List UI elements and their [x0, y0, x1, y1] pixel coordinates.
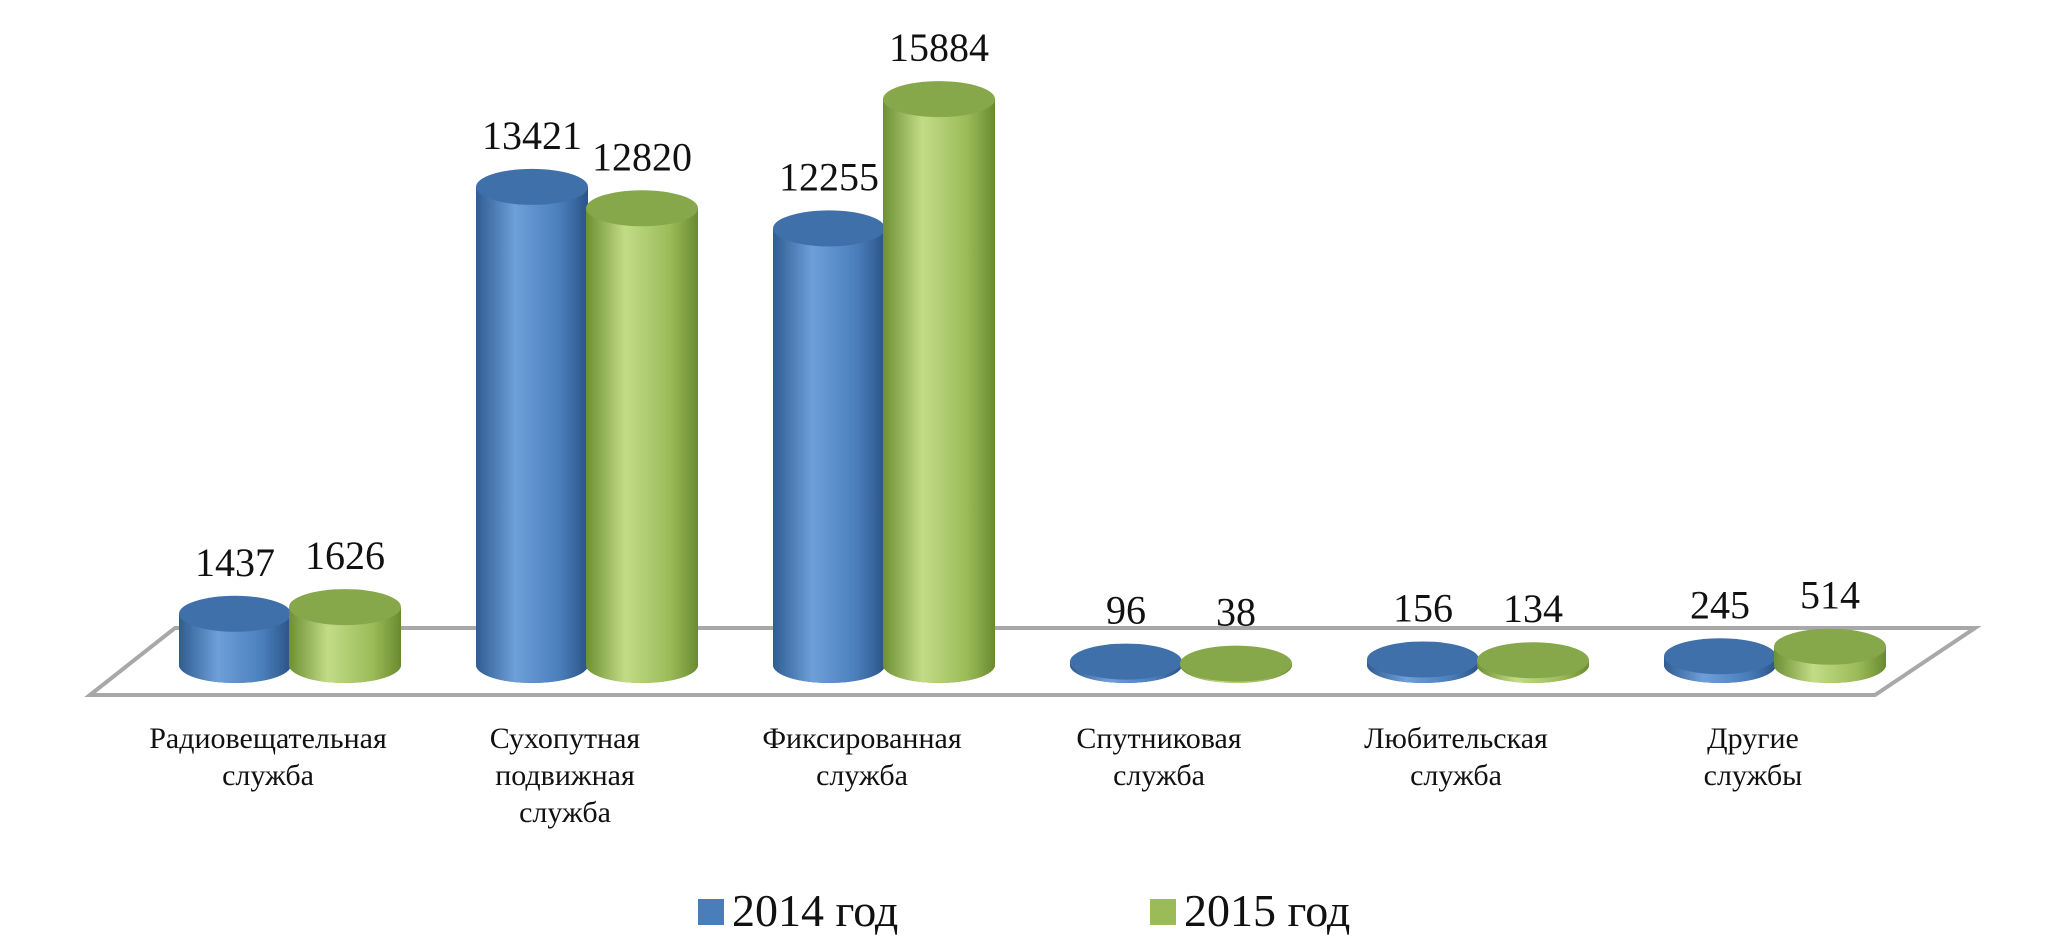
category-label: Любительская служба — [1364, 722, 1548, 792]
category-label: Спутниковая служба — [1076, 722, 1241, 792]
category-labels-layer: Радиовещательная служба Сухопутная подвижна… — [149, 722, 1802, 829]
bar-top — [1477, 642, 1589, 679]
bar-base-edge — [883, 664, 995, 683]
bar-top — [883, 81, 995, 118]
value-labels-layer: 1437 1626 13421 12820 12255 15884 96 38 156 134 24… — [195, 25, 1860, 635]
data-label: 96 — [1106, 588, 1146, 633]
bar — [1367, 641, 1479, 683]
bar — [1774, 628, 1886, 683]
bar-top — [1367, 641, 1479, 678]
legend-swatch — [698, 899, 724, 925]
bar-body — [773, 228, 885, 665]
bar — [586, 190, 698, 683]
data-label: 1437 — [195, 540, 275, 585]
legend-entry: 2015 год — [1150, 885, 1350, 936]
bar-top — [1180, 645, 1292, 682]
bar — [179, 595, 291, 683]
data-label: 12255 — [779, 154, 879, 199]
bar-base-edge — [476, 664, 588, 683]
bar-base-edge — [1774, 664, 1886, 683]
data-label: 245 — [1690, 582, 1750, 627]
bar-top — [476, 168, 588, 205]
data-label: 134 — [1503, 586, 1563, 631]
data-label: 156 — [1393, 585, 1453, 630]
bar — [476, 168, 588, 683]
bar-top — [586, 190, 698, 227]
bar-top — [1664, 638, 1776, 675]
data-label: 13421 — [482, 113, 582, 158]
bar-top — [1070, 643, 1182, 680]
data-label: 38 — [1216, 590, 1256, 635]
bar-top — [1774, 628, 1886, 665]
legend-entry: 2014 год — [698, 885, 898, 936]
category-label: Фиксированная служба — [762, 722, 961, 792]
bar-base-edge — [586, 664, 698, 683]
bar-body — [476, 186, 588, 665]
bar-base-edge — [179, 664, 291, 683]
data-label: 12820 — [592, 134, 692, 179]
data-label: 514 — [1800, 573, 1860, 618]
category-label: Сухопутная подвижная служба — [490, 722, 641, 829]
bar — [1070, 643, 1182, 683]
bar — [1477, 642, 1589, 683]
category-label: Другие службы — [1704, 722, 1803, 792]
legend-label: 2014 год — [732, 885, 898, 936]
bar-base-edge — [773, 664, 885, 683]
bar-body — [883, 99, 995, 665]
bar-top — [289, 589, 401, 626]
bar-top — [179, 595, 291, 632]
legend-label: 2015 год — [1184, 885, 1350, 936]
category-label: Радиовещательная служба — [149, 722, 387, 792]
bar — [883, 81, 995, 683]
bar — [773, 210, 885, 683]
bar — [289, 589, 401, 683]
bar-top — [773, 210, 885, 247]
bar-body — [586, 208, 698, 665]
bars-layer — [179, 81, 1886, 683]
legend: 2014 год 2015 год — [698, 885, 1350, 936]
data-label: 15884 — [889, 25, 989, 70]
data-label: 1626 — [305, 533, 385, 578]
bar-base-edge — [289, 664, 401, 683]
bar — [1664, 638, 1776, 683]
legend-swatch — [1150, 899, 1176, 925]
bar — [1180, 645, 1292, 683]
